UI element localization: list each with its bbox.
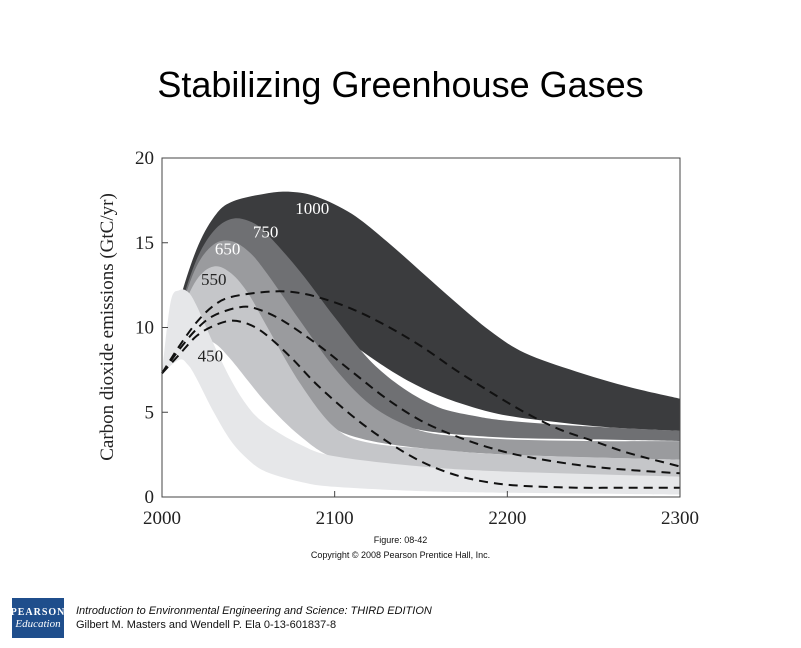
- footer-text: Introduction to Environmental Engineerin…: [76, 604, 432, 632]
- y-tick-label: 0: [145, 487, 155, 508]
- band-label-1000: 1000: [295, 199, 329, 218]
- band-1000: [162, 191, 680, 431]
- band-label-450: 450: [198, 346, 224, 365]
- band-450: [162, 289, 680, 495]
- book-title: Introduction to Environmental Engineerin…: [76, 605, 432, 617]
- band-label-650: 650: [215, 240, 241, 259]
- book-authors: Gilbert M. Masters and Wendell P. Ela 0-…: [76, 619, 337, 631]
- logo-top-text: PEARSON: [10, 606, 66, 618]
- dashed-line-group: [161, 290, 681, 489]
- band-750: [162, 218, 680, 442]
- band-label-750: 750: [253, 223, 279, 242]
- y-tick-label: 15: [135, 233, 154, 254]
- figure-label: Figure: 08-42: [373, 535, 428, 545]
- band-group: [162, 191, 680, 495]
- x-tick-label: 2000: [143, 508, 181, 529]
- x-tick-label: 2100: [316, 508, 354, 529]
- footer: PEARSON Education Introduction to Enviro…: [10, 598, 432, 638]
- y-axis-label: Carbon dioxide emissions (GtC/yr): [97, 193, 118, 461]
- x-tick-label: 2200: [488, 508, 526, 529]
- y-tick-label: 5: [145, 402, 155, 423]
- pearson-logo: PEARSON Education: [10, 598, 66, 638]
- dashed-line-3: [161, 319, 680, 489]
- dashed-line-1: [161, 290, 681, 468]
- y-tick-label: 10: [135, 318, 154, 339]
- y-tick-label: 20: [135, 148, 154, 169]
- band-550: [162, 266, 680, 479]
- slide-title: Stabilizing Greenhouse Gases: [157, 64, 644, 105]
- logo-bottom-text: Education: [15, 617, 61, 630]
- x-tick-label: 2300: [661, 508, 699, 529]
- axis-tick-group: 2000 2100 2200 2300 0 5 10 15 20: [135, 148, 699, 529]
- copyright-text: Copyright © 2008 Pearson Prentice Hall, …: [310, 550, 491, 560]
- band-label-550: 550: [201, 270, 227, 289]
- band-label-group: 1000 750 650 550 450: [198, 199, 330, 365]
